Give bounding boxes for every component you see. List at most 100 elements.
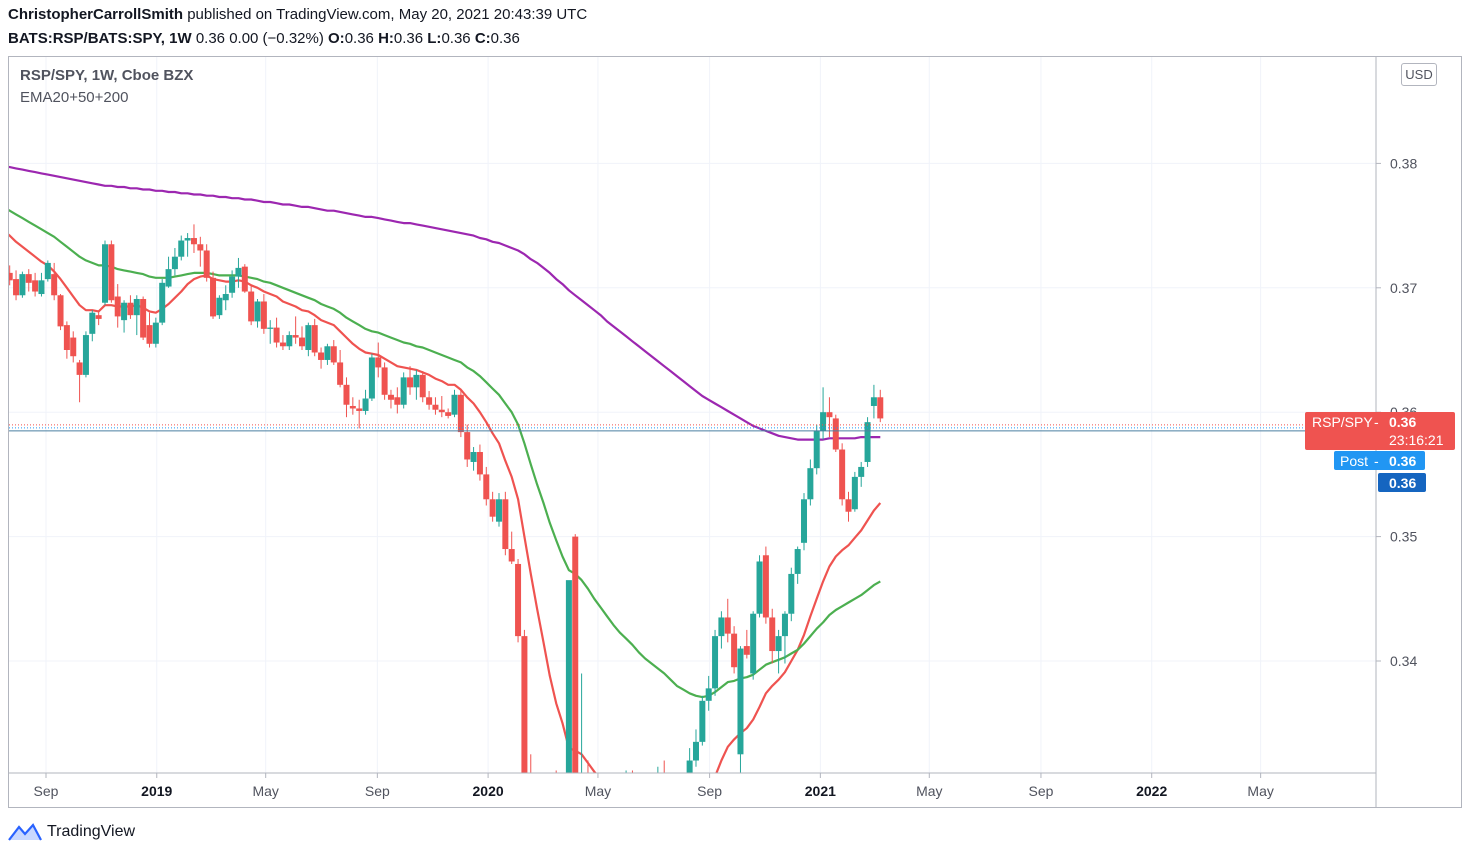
candle — [642, 804, 648, 833]
candle — [127, 295, 134, 319]
candle — [858, 461, 865, 487]
candle — [298, 326, 305, 350]
candle — [426, 391, 433, 410]
candle — [51, 262, 58, 301]
published-text: published on TradingView.com, May 20, 20… — [187, 6, 588, 23]
candle — [534, 792, 540, 829]
candle — [560, 783, 566, 855]
candle — [718, 611, 725, 649]
symbol-price-value: 0.36 — [1389, 414, 1416, 430]
candle — [394, 387, 401, 414]
candle — [178, 235, 185, 261]
candle — [530, 754, 532, 773]
candle — [229, 270, 236, 298]
footer-branding[interactable]: TradingView — [8, 820, 135, 844]
candle — [286, 331, 293, 350]
candle — [368, 353, 375, 402]
candle — [76, 359, 83, 403]
candle — [343, 377, 350, 418]
candle — [260, 294, 267, 334]
chart-frame — [8, 56, 1462, 808]
author-name[interactable]: ChristopherCarrollSmith — [8, 6, 184, 23]
candle — [540, 779, 546, 823]
candle — [25, 269, 32, 292]
tick-label-x-8: May — [916, 783, 942, 799]
open-label: O: — [328, 30, 345, 47]
plot-area[interactable] — [0, 165, 1376, 855]
candle — [712, 629, 719, 696]
candle — [152, 317, 159, 348]
candles — [9, 224, 884, 855]
symbol-price-label: RSP/SPY - 0.36 23:16:21 — [1305, 412, 1455, 450]
ohlc-header: BATS:RSP/BATS:SPY, 1W 0.36 0.00 (−0.32%)… — [8, 30, 520, 47]
ema-lines — [9, 165, 882, 773]
candle — [705, 675, 712, 711]
candle — [870, 384, 877, 419]
candle — [248, 285, 255, 326]
candle — [756, 555, 763, 618]
candle — [674, 820, 680, 847]
candle — [407, 366, 414, 395]
candle — [108, 240, 115, 303]
candle — [387, 389, 394, 409]
currency-button[interactable]: USD — [1401, 63, 1437, 86]
last-value: 0.36 — [195, 30, 226, 47]
candle — [19, 271, 26, 298]
countdown-label: 23:16:21 — [1389, 432, 1444, 448]
candle — [864, 417, 871, 467]
candle — [625, 770, 627, 773]
candle — [146, 312, 153, 348]
post-price-label: Post - 0.36 — [1334, 451, 1425, 470]
candle — [349, 397, 356, 415]
candle — [476, 444, 483, 481]
tick-label-x-9: Sep — [1028, 783, 1053, 799]
candle — [197, 236, 204, 267]
candle — [279, 335, 286, 350]
change-value: 0.00 (−0.32%) — [229, 30, 324, 47]
tick-label-x-7: 2021 — [805, 783, 836, 799]
candle — [508, 531, 515, 564]
candle — [292, 316, 299, 344]
candle — [267, 320, 274, 344]
price-lines — [9, 424, 1376, 432]
candle — [661, 760, 668, 773]
price-axis[interactable]: 0.34 0.35 0.36 0.37 0.38 — [1376, 155, 1417, 669]
candle — [781, 611, 788, 664]
candle — [432, 397, 439, 415]
chart-legend-title[interactable]: RSP/SPY, 1W, Cboe BZX — [20, 67, 194, 84]
candle — [877, 389, 884, 423]
last-price-value: 0.36 — [1389, 475, 1416, 491]
tick-label-x-10: 2022 — [1136, 783, 1167, 799]
symbol-timeframe: BATS:RSP/BATS:SPY, 1W — [8, 30, 192, 47]
candle — [222, 285, 229, 311]
candle — [820, 387, 827, 440]
candle — [521, 629, 528, 773]
candle — [631, 770, 633, 773]
candle — [581, 673, 583, 773]
candle — [203, 244, 210, 282]
tick-label-x-0: Sep — [34, 783, 59, 799]
time-axis[interactable]: Sep 2019 May Sep 2020 May Sep 2021 May Sep 2022 May — [34, 773, 1274, 799]
candle — [598, 804, 604, 841]
candle — [565, 580, 572, 773]
candle — [610, 798, 616, 829]
high-value: 0.36 — [393, 30, 424, 47]
tradingview-logo-icon — [8, 823, 42, 841]
candle — [190, 224, 197, 253]
indicator-legend[interactable]: EMA20+50+200 — [20, 89, 129, 106]
candle — [668, 798, 674, 833]
candle — [743, 629, 750, 659]
candle — [636, 778, 642, 833]
post-price-value: 0.36 — [1389, 453, 1416, 469]
candle — [82, 331, 89, 378]
candle — [464, 424, 471, 467]
candle — [413, 369, 420, 400]
open-value: 0.36 — [344, 30, 374, 47]
candle — [70, 331, 77, 363]
candle — [89, 310, 96, 342]
candle — [686, 748, 693, 773]
tick-label-x-5: May — [585, 783, 611, 799]
candle — [254, 298, 261, 328]
svg-text:-: - — [1374, 414, 1379, 430]
